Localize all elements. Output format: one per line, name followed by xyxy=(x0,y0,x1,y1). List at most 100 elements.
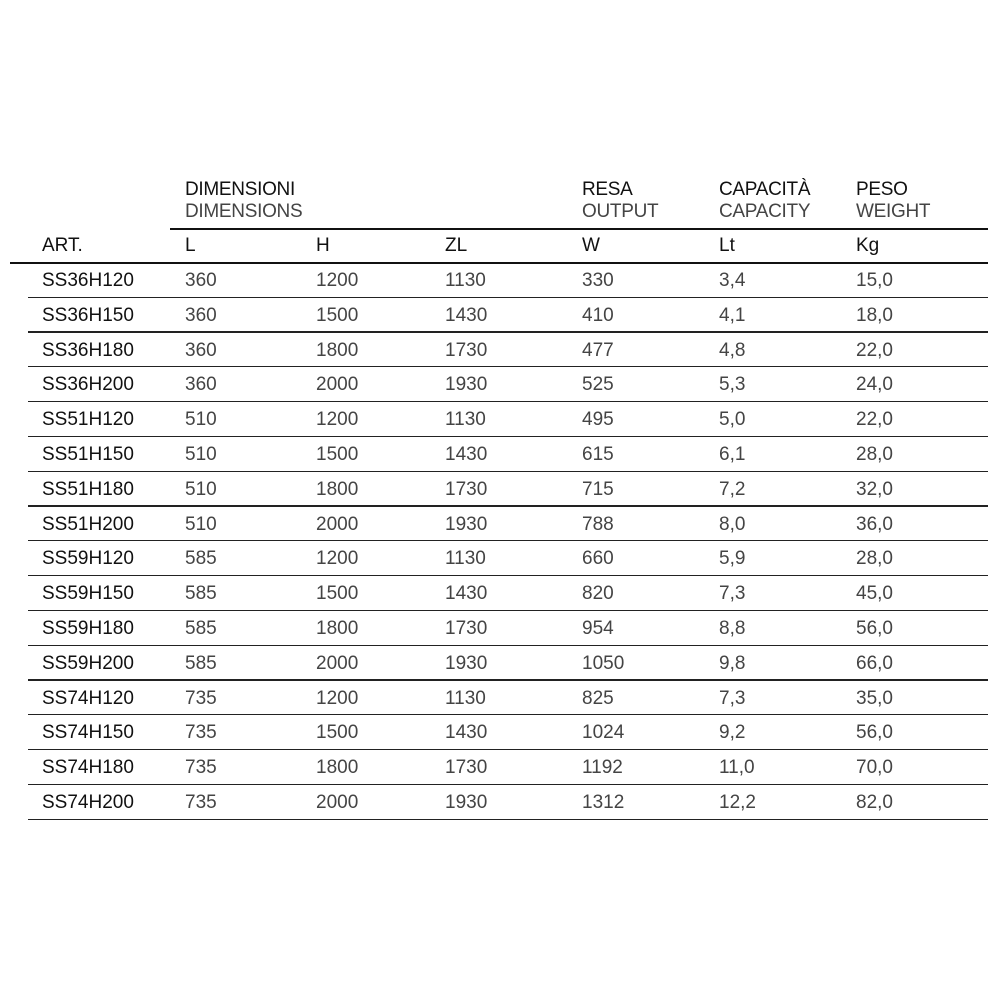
cell-kg: 18,0 xyxy=(856,304,893,326)
cell-kg: 56,0 xyxy=(856,618,893,639)
cell-l: 585 xyxy=(185,652,217,674)
cell-h: 1200 xyxy=(316,409,359,431)
header-weight-en: WEIGHT xyxy=(856,201,931,222)
cell-h: 1500 xyxy=(316,583,359,605)
table-row: SS59H200 585 2000 1930 1050 9,8 66,0 xyxy=(0,646,1000,681)
cell-l: 510 xyxy=(185,444,217,465)
table-row: SS74H180 735 1800 1730 1192 11,0 70,0 xyxy=(0,750,1000,785)
cell-kg: 56,0 xyxy=(856,722,893,744)
header-capacity-en: CAPACITY xyxy=(719,201,811,222)
row-divider xyxy=(28,331,988,333)
cell-lt: 5,3 xyxy=(719,374,746,396)
cell-kg: 82,0 xyxy=(856,792,893,813)
cell-kg: 45,0 xyxy=(856,583,893,605)
header-dimensions-it: DIMENSIONI xyxy=(185,179,295,200)
cell-kg: 66,0 xyxy=(856,652,893,674)
cell-l: 510 xyxy=(185,409,217,431)
header-capacity-it: CAPACITÀ xyxy=(719,179,811,200)
cell-l: 585 xyxy=(185,548,217,570)
cell-kg: 28,0 xyxy=(856,444,893,465)
cell-l: 735 xyxy=(185,722,217,744)
cell-w: 1312 xyxy=(582,792,625,813)
cell-art: SS51H180 xyxy=(42,478,134,500)
table-row: SS51H180 510 1800 1730 715 7,2 32,0 xyxy=(0,472,1000,507)
cell-l: 585 xyxy=(185,583,217,605)
row-divider xyxy=(28,748,988,751)
cell-lt: 4,8 xyxy=(719,339,746,361)
cell-zl: 1430 xyxy=(445,583,488,605)
cell-art: SS51H200 xyxy=(42,513,134,535)
header-output-en: OUTPUT xyxy=(582,201,659,222)
cell-zl: 1730 xyxy=(445,478,488,500)
cell-kg: 24,0 xyxy=(856,374,893,396)
table-row: SS36H120 360 1200 1130 330 3,4 15,0 xyxy=(0,263,1000,298)
row-divider xyxy=(28,470,988,472)
row-divider xyxy=(28,818,988,820)
cell-kg: 28,0 xyxy=(856,548,893,570)
cell-zl: 1930 xyxy=(445,374,488,396)
row-divider xyxy=(28,609,988,611)
cell-art: SS74H180 xyxy=(42,757,134,779)
cell-l: 735 xyxy=(185,792,217,813)
col-l: L xyxy=(185,235,196,256)
cell-h: 1500 xyxy=(316,304,359,326)
cell-h: 1200 xyxy=(316,687,359,709)
cell-w: 825 xyxy=(582,687,614,709)
cell-lt: 7,3 xyxy=(719,687,746,709)
cell-kg: 32,0 xyxy=(856,478,893,500)
cell-lt: 11,0 xyxy=(719,757,755,779)
cell-zl: 1730 xyxy=(445,339,488,361)
cell-kg: 35,0 xyxy=(856,687,893,709)
table-row: SS74H200 735 2000 1930 1312 12,2 82,0 xyxy=(0,785,1000,820)
cell-zl: 1730 xyxy=(445,757,488,779)
cell-zl: 1430 xyxy=(445,444,488,465)
cell-art: SS59H150 xyxy=(42,583,134,605)
header-weight-it: PESO xyxy=(856,179,908,200)
row-divider xyxy=(28,644,988,646)
col-lt: Lt xyxy=(719,235,735,256)
cell-kg: 22,0 xyxy=(856,339,893,361)
cell-w: 495 xyxy=(582,409,614,431)
table-row: SS36H180 360 1800 1730 477 4,8 22,0 xyxy=(0,333,1000,368)
cell-art: SS51H150 xyxy=(42,444,134,465)
cell-kg: 70,0 xyxy=(856,757,893,779)
table-row: SS36H200 360 2000 1930 525 5,3 24,0 xyxy=(0,367,1000,403)
cell-l: 510 xyxy=(185,478,217,500)
cell-lt: 9,2 xyxy=(719,722,746,744)
cell-w: 1192 xyxy=(582,757,623,779)
cell-art: SS74H120 xyxy=(42,687,134,709)
cell-kg: 36,0 xyxy=(856,513,893,535)
cell-art: SS36H120 xyxy=(42,270,134,291)
cell-l: 585 xyxy=(185,618,217,639)
cell-zl: 1430 xyxy=(445,304,488,326)
cell-w: 330 xyxy=(582,270,614,291)
cell-zl: 1930 xyxy=(445,792,488,813)
cell-art: SS36H180 xyxy=(42,339,134,361)
cell-art: SS59H180 xyxy=(42,618,134,639)
row-divider xyxy=(28,574,988,577)
cell-h: 1800 xyxy=(316,339,359,361)
cell-h: 2000 xyxy=(316,792,359,813)
cell-zl: 1730 xyxy=(445,618,488,639)
row-divider xyxy=(28,505,988,507)
cell-h: 1800 xyxy=(316,478,359,500)
cell-kg: 22,0 xyxy=(856,409,893,431)
cell-zl: 1130 xyxy=(445,687,486,709)
col-w: W xyxy=(582,235,600,256)
cell-zl: 1930 xyxy=(445,513,488,535)
columns-divider xyxy=(10,262,988,264)
cell-lt: 6,1 xyxy=(719,444,746,465)
cell-l: 735 xyxy=(185,757,217,779)
cell-w: 525 xyxy=(582,374,614,396)
cell-art: SS74H200 xyxy=(42,792,134,813)
cell-h: 2000 xyxy=(316,513,359,535)
cell-art: SS36H200 xyxy=(42,374,134,396)
cell-lt: 12,2 xyxy=(719,792,756,813)
cell-w: 954 xyxy=(582,618,614,639)
header-dimensions-en: DIMENSIONS xyxy=(185,201,303,222)
table-row: SS59H180 585 1800 1730 954 8,8 56,0 xyxy=(0,611,1000,646)
cell-lt: 8,0 xyxy=(719,513,746,535)
table-row: SS59H120 585 1200 1130 660 5,9 28,0 xyxy=(0,541,1000,577)
cell-h: 2000 xyxy=(316,374,359,396)
row-divider xyxy=(28,783,988,785)
